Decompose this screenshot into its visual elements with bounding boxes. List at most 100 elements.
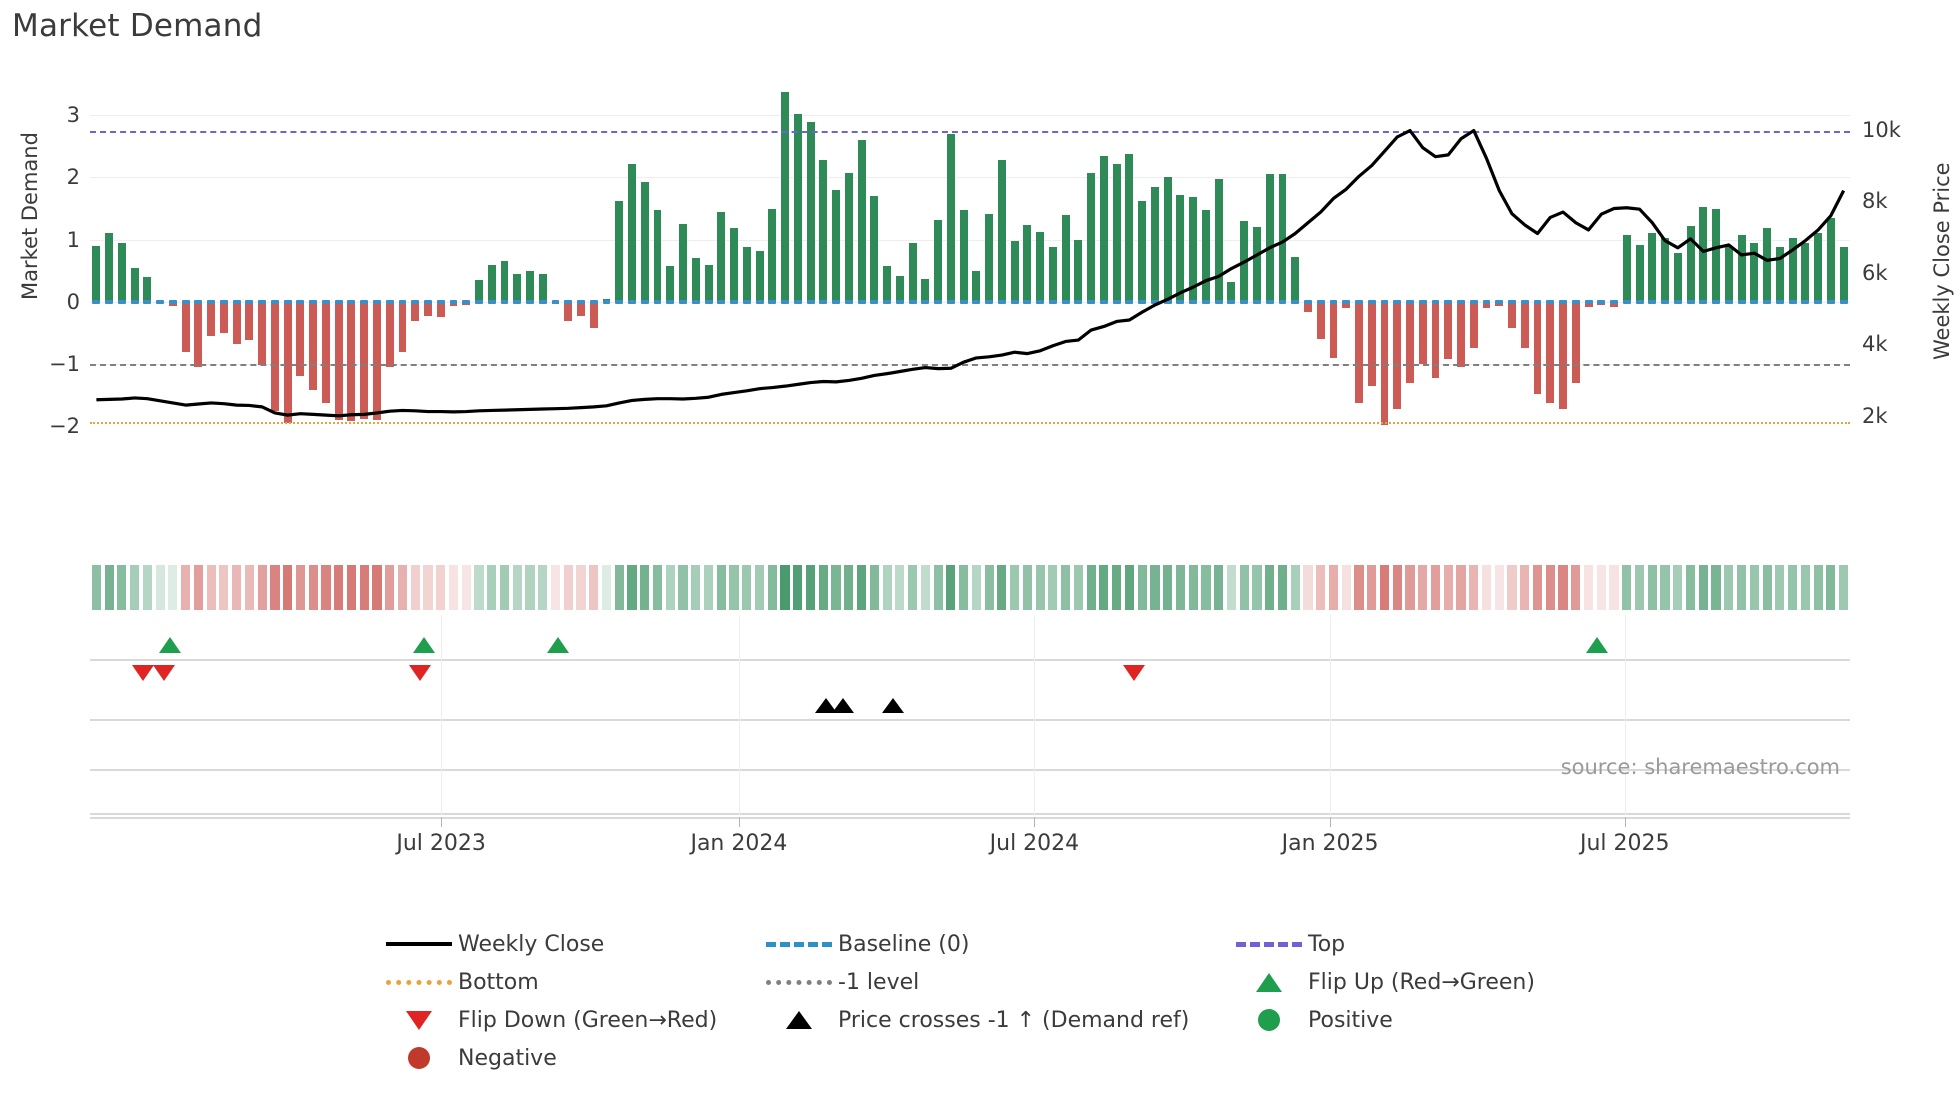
demand-bar: [1278, 173, 1287, 302]
demand-bar: [832, 189, 841, 302]
legend-label: Flip Up (Red→Green): [1308, 969, 1535, 995]
demand-bar: [806, 121, 815, 302]
heatmap-cell: [181, 565, 191, 610]
heatmap-cell: [997, 565, 1007, 610]
heatmap-cell: [1609, 565, 1619, 610]
baseline-cap: [1673, 299, 1682, 304]
heatmap-cell: [665, 565, 675, 610]
baseline-cap: [755, 299, 764, 304]
marker-vertical-grid: [1330, 615, 1332, 815]
demand-bar: [793, 114, 802, 302]
legend-item-positive[interactable]: Positive: [1230, 1008, 1690, 1033]
baseline-cap: [449, 299, 458, 304]
legend-item-minus-one-level[interactable]: -1 level: [760, 970, 1230, 995]
demand-bar: [1457, 301, 1465, 368]
heatmap-cell: [614, 565, 624, 610]
demand-bar: [1737, 234, 1746, 302]
baseline-cap: [258, 299, 267, 304]
baseline-cap: [1240, 299, 1249, 304]
legend-item-flip-up[interactable]: Flip Up (Red→Green): [1230, 970, 1690, 995]
legend-item-bottom[interactable]: Bottom: [380, 970, 760, 995]
heatmap-cell: [1175, 565, 1185, 610]
baseline-cap: [564, 299, 573, 304]
heatmap-cell: [640, 565, 650, 610]
demand-bar: [360, 301, 369, 419]
baseline-cap: [1048, 299, 1057, 304]
heatmap-cell: [703, 565, 714, 610]
chart-legend: Weekly Close Baseline (0) Top Bottom -1 …: [380, 925, 1780, 1077]
x-tick-mark: [738, 817, 740, 827]
heatmap-cell: [436, 565, 446, 610]
baseline-cap: [1469, 299, 1478, 304]
gridline: [90, 177, 1850, 179]
heatmap-cell: [1150, 565, 1160, 610]
baseline-cap: [1750, 299, 1759, 304]
heatmap-cell: [1265, 565, 1275, 610]
heatmap-cell: [946, 565, 956, 610]
legend-item-price-cross[interactable]: Price crosses -1 ↑ (Demand ref): [760, 1008, 1230, 1033]
reference-line: [90, 364, 1850, 367]
heatmap-cell: [1698, 565, 1708, 610]
marker-guide-line-3: [90, 769, 1850, 771]
baseline-cap: [1724, 299, 1733, 304]
y-axis-right-label: Weekly Close Price: [1930, 162, 1954, 360]
baseline-cap: [1661, 299, 1670, 304]
baseline-cap: [1418, 299, 1427, 304]
demand-bar: [1023, 224, 1032, 302]
legend-item-top[interactable]: Top: [1230, 932, 1690, 957]
demand-bar: [870, 196, 879, 302]
price-cross-marker-icon: [881, 698, 904, 713]
demand-bar: [1814, 233, 1823, 302]
demand-bar: [513, 273, 522, 302]
baseline-cap: [296, 299, 305, 304]
baseline-cap: [219, 299, 228, 304]
demand-bar: [1189, 197, 1198, 302]
heatmap-cell: [1061, 565, 1071, 610]
legend-item-baseline[interactable]: Baseline (0): [760, 932, 1230, 957]
heatmap-cell: [729, 565, 739, 610]
demand-bar: [653, 209, 662, 302]
heatmap-cell: [716, 565, 726, 610]
heatmap-cell: [589, 565, 599, 610]
baseline-cap: [487, 299, 496, 304]
heatmap-cell: [1494, 565, 1504, 610]
baseline-cap: [385, 299, 394, 304]
baseline-cap: [691, 299, 700, 304]
baseline-cap: [1342, 299, 1351, 304]
baseline-cap: [1304, 299, 1312, 304]
demand-bar: [1418, 301, 1427, 365]
baseline-cap: [857, 299, 866, 304]
demand-bar: [577, 301, 585, 316]
heatmap-cell: [1685, 565, 1696, 610]
baseline-cap: [475, 299, 483, 304]
demand-bar: [1393, 301, 1402, 409]
source-attribution: source: sharemaestro.com: [1560, 755, 1840, 779]
demand-bar: [283, 301, 292, 424]
heatmap-cell: [206, 565, 216, 610]
legend-item-flip-down[interactable]: Flip Down (Green→Red): [380, 1008, 760, 1033]
baseline-cap: [921, 299, 930, 304]
heatmap-cell: [525, 565, 535, 610]
legend-item-weekly-close[interactable]: Weekly Close: [380, 932, 760, 957]
baseline-cap: [985, 299, 994, 304]
heatmap-cell: [308, 565, 318, 610]
heatmap-cell: [1392, 565, 1402, 610]
baseline-cap: [717, 299, 726, 304]
demand-bar: [1508, 301, 1516, 328]
heatmap-cell: [423, 565, 433, 610]
heatmap-cell: [1762, 565, 1772, 610]
baseline-cap: [168, 299, 177, 304]
heatmap-cell: [1290, 565, 1300, 610]
baseline-cap: [1533, 299, 1542, 304]
demand-bar: [538, 273, 547, 302]
heatmap-cell: [691, 565, 701, 610]
demand-bar: [844, 172, 853, 302]
baseline-cap: [1112, 299, 1121, 304]
demand-bar: [730, 228, 738, 302]
demand-bar: [500, 260, 509, 302]
marker-vertical-grid: [738, 615, 740, 815]
x-axis-line: [90, 817, 1850, 819]
demand-bar: [1291, 257, 1300, 302]
legend-item-negative[interactable]: Negative: [380, 1046, 760, 1071]
demand-bar: [1635, 244, 1644, 302]
